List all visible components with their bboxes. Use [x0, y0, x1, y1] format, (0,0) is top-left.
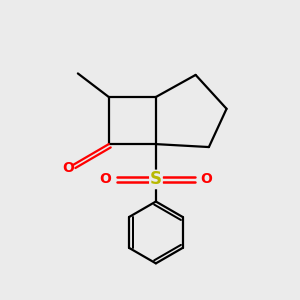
- Text: O: O: [62, 161, 74, 175]
- Text: O: O: [201, 172, 212, 186]
- Text: S: S: [150, 170, 162, 188]
- Text: O: O: [99, 172, 111, 186]
